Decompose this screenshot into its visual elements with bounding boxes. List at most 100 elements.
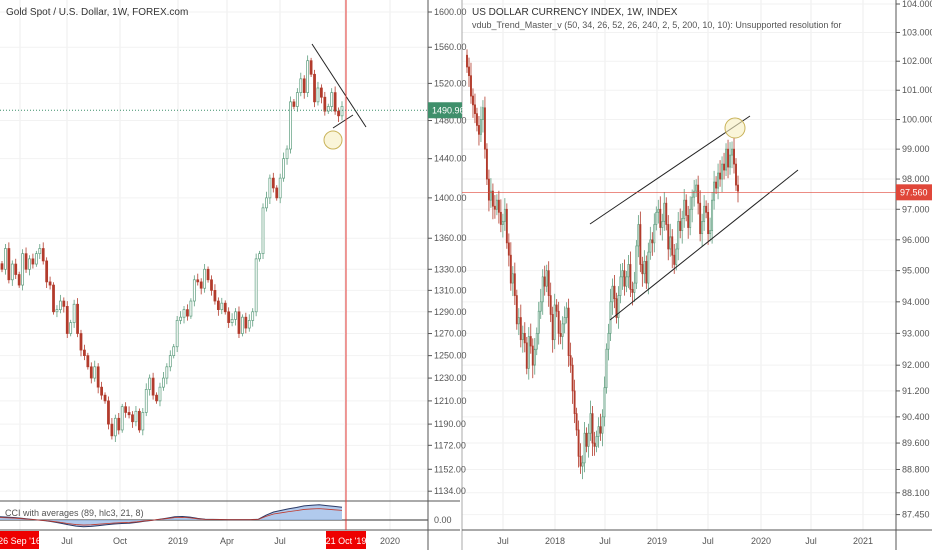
gold-price-tick: 1270.00 (434, 329, 467, 339)
dxy-highlight-circle[interactable] (724, 117, 746, 139)
gold-candle-body (86, 355, 90, 368)
dxy-candle-body (481, 107, 484, 120)
gold-candle-body (323, 96, 327, 112)
dxy-candle-body (657, 208, 660, 213)
dxy-candle-body (533, 348, 536, 366)
gold-candle-body (175, 320, 179, 348)
gold-price-tick: 1172.00 (434, 440, 466, 450)
dxy-candle-body (537, 310, 540, 334)
cci-indicator-pane (0, 500, 460, 528)
dxy-candle-body (699, 202, 702, 235)
gold-candle-body (76, 303, 79, 334)
dxy-time-tick: 2019 (647, 536, 667, 546)
dxy-candle-body (525, 342, 528, 369)
dxy-candle-body (713, 181, 716, 201)
dxy-candle-body (635, 245, 638, 284)
dxy-candle-body (575, 413, 578, 431)
gold-candle-body (131, 414, 134, 423)
gold-candle-body (333, 92, 337, 112)
gold-candle-body (10, 263, 14, 281)
gold-candle-body (120, 406, 124, 431)
dxy-candle-body (693, 190, 696, 198)
gold-candle-body (237, 311, 241, 334)
gold-time-tick: Oct (113, 536, 128, 546)
dxy-candle-body (733, 148, 735, 165)
dxy-price-tick: 100.000 (902, 115, 932, 125)
gold-candle-body (69, 322, 73, 334)
dxy-price-tick: 101.000 (902, 85, 932, 95)
gold-candle-body (234, 311, 237, 320)
dxy-candle-body (545, 270, 548, 287)
gold-candle-body (306, 60, 310, 93)
dxy-candle-body (559, 332, 562, 337)
dxy-candle-body (719, 172, 722, 180)
dxy-time-tick: Jul (599, 536, 611, 546)
dxy-candle-body (523, 332, 526, 344)
drawings[interactable] (311, 43, 799, 321)
dxy-candle-body (547, 270, 550, 296)
dxy-time-tick: 2018 (545, 536, 565, 546)
gold-candle-body (79, 333, 83, 351)
dxy-candle-body (599, 426, 602, 434)
gold-price-tick: 1560.00 (434, 42, 467, 52)
dxy-candle-body (625, 276, 628, 287)
gold-candle-body (100, 386, 103, 396)
gold-candle-body (31, 258, 35, 265)
dxy-candle-body (583, 432, 586, 464)
gold-candles (0, 55, 344, 442)
dxy-price-tick: 99.000 (902, 144, 930, 154)
falling-trendline[interactable] (311, 43, 367, 128)
gold-candle-body (7, 248, 11, 281)
gold-candle-body (247, 320, 251, 329)
gold-candle-body (244, 316, 248, 329)
gold-chart-title: Gold Spot / U.S. Dollar, 1W, FOREX.com (6, 7, 188, 18)
channel-lower-line[interactable] (609, 169, 799, 321)
gold-candle-body (151, 377, 155, 396)
dxy-candle-body (521, 332, 524, 341)
gold-candle-body (320, 87, 323, 98)
dxy-candle-body (573, 390, 576, 414)
gold-candle-body (96, 366, 100, 388)
cursor-date-left: 26 Sep '16 (0, 536, 41, 546)
gold-candle-body (227, 311, 231, 323)
dxy-candle-body (479, 119, 482, 135)
channel-upper-line[interactable] (589, 115, 751, 225)
gold-candle-body (165, 366, 169, 379)
gold-candle-body (292, 101, 296, 107)
dxy-candle-body (703, 205, 706, 222)
dxy-candle-body (478, 125, 480, 135)
gold-candle-body (199, 281, 203, 289)
dxy-time-tick: Jul (497, 536, 509, 546)
gold-highlight-circle[interactable] (323, 130, 343, 150)
gold-price-tick: 1330.00 (434, 264, 467, 274)
dxy-candle-body (627, 264, 630, 278)
gold-candle-body (65, 306, 69, 334)
dxy-candle-body (727, 148, 729, 168)
dxy-candle-body (643, 261, 646, 275)
dxy-candle-body (621, 270, 624, 278)
dxy-price-tick: 87.450 (902, 510, 930, 520)
gold-candle-body (299, 78, 303, 93)
dxy-candle-body (515, 295, 518, 325)
dxy-candle-body (587, 432, 590, 447)
dxy-candle-body (507, 242, 510, 256)
dxy-price-tick: 102.000 (902, 56, 932, 66)
dxy-candle-body (729, 154, 731, 168)
dxy-candle-body (549, 295, 552, 315)
dxy-candle-body (645, 261, 648, 284)
dxy-candle-body (491, 190, 494, 207)
gold-candle-body (182, 309, 186, 318)
gold-candle-body (302, 78, 306, 93)
dxy-candle-body (701, 221, 704, 235)
support-trendline[interactable] (332, 114, 354, 129)
dxy-candle-body (717, 172, 720, 189)
gold-price-tick: 1520.00 (434, 78, 467, 88)
dxy-candle-body (527, 336, 530, 369)
dxy-candle-body (687, 215, 690, 228)
gold-time-tick: Jul (274, 536, 286, 546)
dxy-candles (466, 49, 739, 480)
gold-candle-body (316, 87, 320, 103)
dxy-candle-body (735, 163, 737, 186)
gold-candle-body (89, 366, 93, 379)
